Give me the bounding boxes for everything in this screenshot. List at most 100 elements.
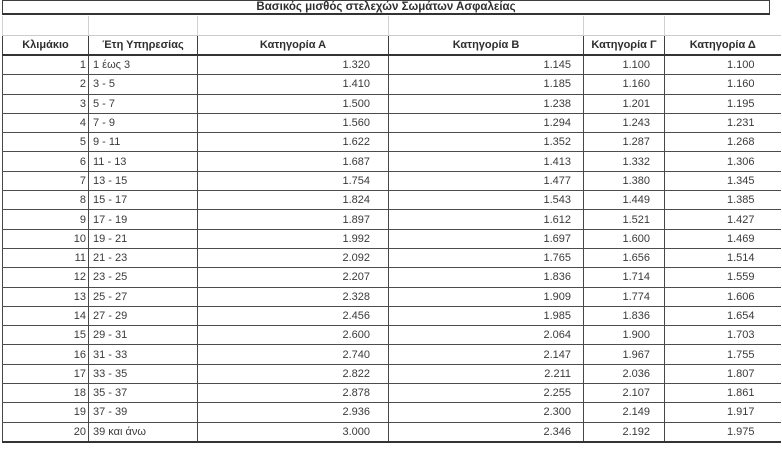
cell-klimakio: 17 bbox=[2, 364, 89, 385]
cell-katigoria-a: 1.897 bbox=[197, 209, 389, 230]
cell-katigoria-g: 1.656 bbox=[583, 248, 665, 269]
cell-katigoria-g: 2.192 bbox=[583, 422, 665, 443]
cell-katigoria-g: 1.900 bbox=[583, 325, 665, 346]
cell-klimakio: 8 bbox=[2, 190, 89, 211]
cell-katigoria-b: 2.346 bbox=[388, 422, 584, 443]
cell-katigoria-b: 1.238 bbox=[388, 94, 584, 114]
cell-eti-ypiresias: 9 - 11 bbox=[88, 132, 198, 153]
cell-katigoria-b: 1.697 bbox=[388, 229, 584, 249]
cell-katigoria-d: 1.559 bbox=[664, 267, 781, 288]
spacer-cell bbox=[664, 16, 781, 36]
cell-katigoria-d: 1.195 bbox=[664, 94, 781, 114]
cell-eti-ypiresias: 13 - 15 bbox=[88, 171, 198, 192]
cell-eti-ypiresias: 1 έως 3 bbox=[88, 55, 198, 76]
table-row: 14 27 - 29 2.456 1.985 1.836 1.654 bbox=[2, 306, 781, 327]
cell-eti-ypiresias: 7 - 9 bbox=[88, 113, 198, 134]
table-row: 7 13 - 15 1.754 1.477 1.380 1.345 bbox=[2, 171, 781, 192]
cell-katigoria-d: 1.807 bbox=[664, 364, 781, 385]
cell-katigoria-g: 1.100 bbox=[583, 55, 665, 76]
cell-katigoria-d: 1.306 bbox=[664, 151, 781, 172]
cell-katigoria-g: 2.107 bbox=[583, 383, 665, 404]
cell-katigoria-d: 1.654 bbox=[664, 306, 781, 327]
column-header-katigoria-b: Κατηγορία Β bbox=[388, 35, 584, 56]
cell-katigoria-d: 1.427 bbox=[664, 209, 781, 230]
cell-katigoria-d: 1.755 bbox=[664, 344, 781, 365]
cell-katigoria-a: 1.320 bbox=[197, 55, 389, 76]
cell-eti-ypiresias: 35 - 37 bbox=[88, 383, 198, 404]
column-header-katigoria-g: Κατηγορία Γ bbox=[583, 35, 665, 56]
cell-klimakio: 10 bbox=[2, 229, 89, 249]
cell-klimakio: 20 bbox=[2, 422, 89, 443]
cell-katigoria-d: 1.100 bbox=[664, 55, 781, 76]
cell-eti-ypiresias: 29 - 31 bbox=[88, 325, 198, 346]
cell-katigoria-a: 1.500 bbox=[197, 94, 389, 114]
cell-katigoria-g: 1.201 bbox=[583, 94, 665, 114]
cell-eti-ypiresias: 3 - 5 bbox=[88, 74, 198, 95]
spacer-cell bbox=[88, 16, 198, 36]
cell-katigoria-a: 1.754 bbox=[197, 171, 389, 192]
table-row: 13 25 - 27 2.328 1.909 1.774 1.606 bbox=[2, 287, 781, 307]
cell-katigoria-b: 1.765 bbox=[388, 248, 584, 269]
cell-eti-ypiresias: 11 - 13 bbox=[88, 151, 198, 172]
cell-katigoria-b: 2.064 bbox=[388, 325, 584, 346]
cell-katigoria-g: 1.287 bbox=[583, 132, 665, 153]
cell-katigoria-g: 1.774 bbox=[583, 287, 665, 307]
cell-klimakio: 19 bbox=[2, 402, 89, 423]
cell-katigoria-a: 2.936 bbox=[197, 402, 389, 423]
cell-katigoria-a: 2.456 bbox=[197, 306, 389, 327]
cell-klimakio: 18 bbox=[2, 383, 89, 404]
cell-katigoria-b: 1.294 bbox=[388, 113, 584, 134]
header-row: Κλιμάκιο Έτη Υπηρεσίας Κατηγορία Α Κατηγ… bbox=[2, 35, 781, 56]
cell-eti-ypiresias: 39 και άνω bbox=[88, 422, 198, 443]
cell-katigoria-a: 2.740 bbox=[197, 344, 389, 365]
cell-katigoria-g: 1.449 bbox=[583, 190, 665, 211]
cell-eti-ypiresias: 19 - 21 bbox=[88, 229, 198, 249]
cell-katigoria-a: 1.992 bbox=[197, 229, 389, 249]
cell-katigoria-g: 1.600 bbox=[583, 229, 665, 249]
cell-klimakio: 11 bbox=[2, 248, 89, 269]
spacer-cell bbox=[583, 16, 665, 36]
cell-eti-ypiresias: 23 - 25 bbox=[88, 267, 198, 288]
cell-katigoria-b: 1.836 bbox=[388, 267, 584, 288]
cell-katigoria-b: 1.543 bbox=[388, 190, 584, 211]
cell-klimakio: 5 bbox=[2, 132, 89, 153]
column-header-eti-ypiresias: Έτη Υπηρεσίας bbox=[88, 35, 198, 56]
cell-katigoria-g: 1.332 bbox=[583, 151, 665, 172]
cell-katigoria-b: 1.352 bbox=[388, 132, 584, 153]
cell-katigoria-d: 1.268 bbox=[664, 132, 781, 153]
cell-katigoria-d: 1.231 bbox=[664, 113, 781, 134]
table-row: 9 17 - 19 1.897 1.612 1.521 1.427 bbox=[2, 209, 781, 230]
table-row: 12 23 - 25 2.207 1.836 1.714 1.559 bbox=[2, 267, 781, 288]
table-row: 17 33 - 35 2.822 2.211 2.036 1.807 bbox=[2, 364, 781, 385]
cell-klimakio: 9 bbox=[2, 209, 89, 230]
cell-klimakio: 3 bbox=[2, 94, 89, 114]
table-row: 6 11 - 13 1.687 1.413 1.332 1.306 bbox=[2, 151, 781, 172]
spacer-row bbox=[2, 16, 781, 36]
cell-katigoria-d: 1.703 bbox=[664, 325, 781, 346]
spacer-cell bbox=[388, 16, 584, 36]
cell-katigoria-a: 1.687 bbox=[197, 151, 389, 172]
spacer-cell bbox=[197, 16, 389, 36]
cell-katigoria-a: 1.560 bbox=[197, 113, 389, 134]
cell-katigoria-g: 1.521 bbox=[583, 209, 665, 230]
cell-klimakio: 7 bbox=[2, 171, 89, 192]
cell-katigoria-b: 1.985 bbox=[388, 306, 584, 327]
cell-katigoria-d: 1.385 bbox=[664, 190, 781, 211]
cell-eti-ypiresias: 33 - 35 bbox=[88, 364, 198, 385]
cell-eti-ypiresias: 15 - 17 bbox=[88, 190, 198, 211]
cell-katigoria-a: 3.000 bbox=[197, 422, 389, 443]
table-row: 8 15 - 17 1.824 1.543 1.449 1.385 bbox=[2, 190, 781, 211]
cell-klimakio: 15 bbox=[2, 325, 89, 346]
column-header-katigoria-d: Κατηγορία Δ bbox=[664, 35, 781, 56]
cell-katigoria-b: 2.255 bbox=[388, 383, 584, 404]
cell-katigoria-a: 1.622 bbox=[197, 132, 389, 153]
cell-klimakio: 13 bbox=[2, 287, 89, 307]
cell-katigoria-d: 1.975 bbox=[664, 422, 781, 443]
cell-eti-ypiresias: 37 - 39 bbox=[88, 402, 198, 423]
cell-klimakio: 14 bbox=[2, 306, 89, 327]
